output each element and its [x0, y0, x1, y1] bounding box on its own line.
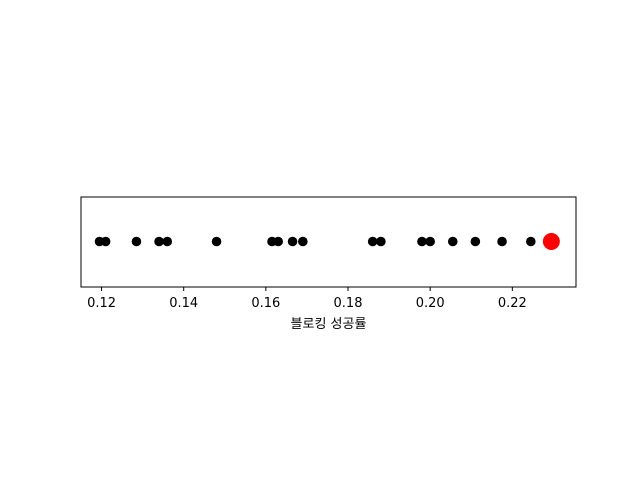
- data-point: [367, 236, 378, 247]
- data-point: [376, 236, 386, 247]
- data-point: [154, 236, 164, 247]
- data-point: [287, 236, 298, 247]
- x-tick-label: 0.22: [498, 296, 527, 311]
- data-point: [526, 236, 536, 247]
- x-tick-label: 0.18: [334, 296, 363, 311]
- x-axis-ticks: 0.12 0.14 0.16 0.18 0.20 0.22: [87, 287, 527, 311]
- data-point: [211, 236, 222, 247]
- data-point: [497, 236, 507, 247]
- data-point: [273, 236, 283, 247]
- data-point: [470, 236, 481, 247]
- x-axis-label: 블로킹 성공률: [291, 317, 367, 332]
- x-tick-label: 0.16: [251, 296, 280, 311]
- x-tick-label: 0.20: [416, 296, 445, 311]
- data-point: [417, 236, 427, 247]
- data-point: [447, 236, 458, 247]
- data-point: [100, 236, 111, 247]
- x-tick-label: 0.14: [169, 296, 198, 311]
- x-tick-label: 0.12: [87, 296, 116, 311]
- data-points: [94, 233, 560, 250]
- data-point: [298, 236, 308, 247]
- data-point: [162, 236, 173, 247]
- data-point: [425, 236, 435, 247]
- highlighted-data-point: [542, 233, 560, 250]
- data-point: [131, 236, 142, 247]
